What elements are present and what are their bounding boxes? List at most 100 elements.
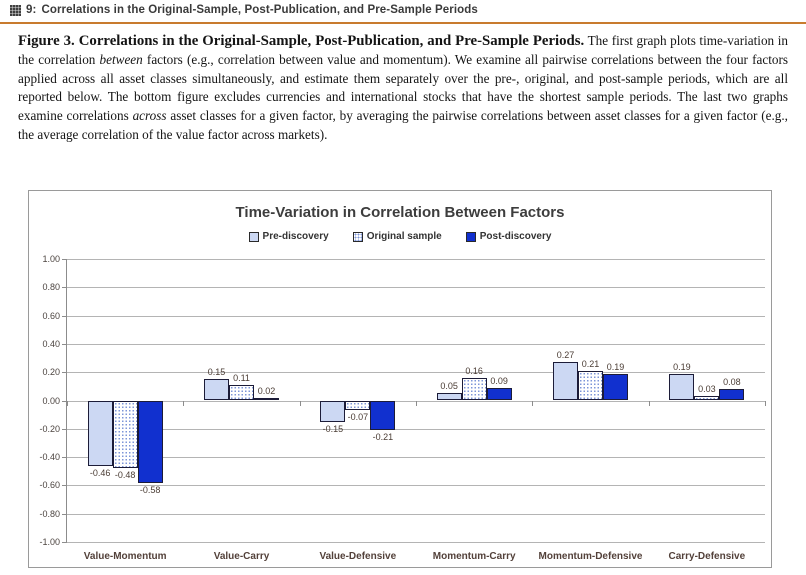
caption-heading: Figure 3. Correlations in the Original-S… [18,33,585,49]
bar [486,387,512,401]
chart-title: Time-Variation in Correlation Between Fa… [235,204,565,221]
bar-value-label: -0.48 [114,470,136,481]
gridline [67,485,765,487]
bar [254,397,279,401]
category-tick [67,400,68,406]
bar-value-label: 0.27 [556,350,575,361]
bar-value-label: 0.03 [698,384,716,395]
y-axis-tick [62,542,67,543]
plot-area: 1.00 0.80 0.60 0.40 0.20 0.00 -0.20 -0.40 -0.60 -… [39,254,766,562]
category-label: Momentum-Carry [432,551,516,562]
bar [603,373,628,401]
category-label: Momentum-Defensive [538,551,643,562]
legend-swatch-light-icon [248,231,259,242]
y-axis-label: 0.60 [42,310,60,321]
y-axis-tick [62,400,67,402]
figure-cjk-glyph: 圖 [10,4,21,16]
chart-panel: Time-Variation in Correlation Between Fa… [28,190,772,568]
y-axis-label: -1.00 [39,537,60,547]
bar-value-label: -0.46 [89,467,111,478]
y-axis-tick [62,485,67,487]
page-header: 圖 9: Correlations in the Original-Sample… [10,4,478,16]
bar-value-label: 0.21 [581,358,600,369]
gridline [67,428,765,430]
category-tick [183,400,185,406]
y-axis-tick [62,259,67,260]
y-axis-label: -0.40 [39,452,60,463]
legend-swatch-solid-icon [465,231,476,242]
bar [204,379,229,401]
header-rule [0,22,806,24]
bar [461,377,487,401]
caption-italic-between: between [99,51,143,67]
bar-value-label: 0.05 [440,381,458,392]
bar [436,393,462,401]
y-axis-label: 0.20 [42,367,60,378]
y-axis-tick [62,372,67,374]
bar [694,396,720,401]
category-tick [299,400,301,406]
caption-text-3: asset classes for a given factor, by ave… [18,108,788,142]
bar-value-label: -0.58 [139,484,161,495]
bar [345,400,371,411]
bar [320,400,346,422]
bar [553,362,578,401]
category-tick [416,400,417,406]
y-axis-label: 1.00 [42,254,60,264]
gridline [67,457,765,459]
y-axis-tick [62,428,67,430]
figure-caption: Figure 3. Correlations in the Original-S… [18,32,788,145]
figure-number: 9: [26,4,37,16]
legend-label: Post-discovery [479,231,552,242]
gridline [67,259,765,260]
bar [578,370,603,401]
bar-value-label: 0.11 [233,372,250,383]
legend-swatch-dotted-icon [352,231,363,242]
bar [229,384,254,401]
y-axis-tick [62,315,67,317]
gridline [67,287,765,289]
y-axis-tick [62,513,67,515]
chart-legend: Pre-discovery Original sample Post-disco… [29,231,771,242]
bar-value-label: -0.07 [347,412,369,423]
gridline [67,542,765,543]
bar [112,400,138,469]
caption-italic-across: across [132,108,167,124]
bar-value-label: 0.02 [257,385,276,396]
category-tick [532,400,534,406]
bar [669,373,695,401]
bar-value-label: 0.19 [673,361,691,372]
y-axis-tick [62,343,67,345]
bar [719,389,745,401]
bar [370,400,396,431]
gridline [67,372,765,374]
legend-item-pre-discovery: Pre-discovery [248,231,329,242]
legend-item-original-sample: Original sample [352,231,442,242]
category-label: Value-Defensive [319,551,397,562]
bar-value-label: 0.16 [465,365,483,376]
category-label: Carry-Defensive [668,551,746,562]
y-axis-label: 0.80 [42,282,60,293]
y-axis-tick [62,287,67,289]
bar-value-label: 0.09 [490,375,508,386]
bar-value-label: 0.08 [723,377,741,388]
y-axis-label: -0.60 [39,480,60,491]
header-title: Correlations in the Original-Sample, Pos… [41,4,478,16]
gridline [67,343,765,345]
legend-label: Pre-discovery [262,231,329,242]
bar [137,400,163,483]
category-tick [648,400,650,406]
y-axis-label: -0.80 [39,508,60,519]
legend-item-post-discovery: Post-discovery [465,231,552,242]
category-tick [765,400,766,406]
gridline [67,315,765,317]
y-axis-tick [62,457,67,459]
bar-value-label: 0.15 [207,367,226,378]
bar [87,400,113,466]
bar-value-label: -0.21 [372,432,394,443]
y-axis-label: 0.00 [42,395,60,406]
caption-text-1: The first graph plots time-variation in … [18,33,788,67]
bar-value-label: 0.19 [606,361,625,372]
category-label: Value-Momentum [83,551,167,562]
y-axis-label: -0.20 [39,423,60,434]
